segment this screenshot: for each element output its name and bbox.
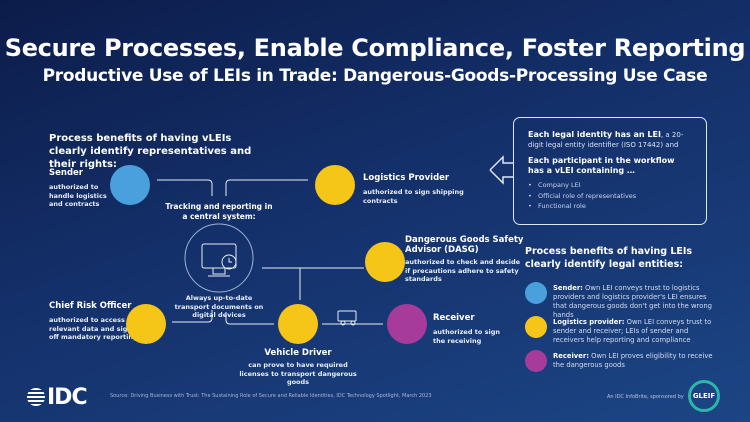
sender-dot bbox=[525, 282, 547, 304]
lei-info-box: Each legal identity has an LEI, a 20-dig… bbox=[513, 117, 707, 225]
left-heading: Process benefits of having vLEIs clearly… bbox=[49, 133, 252, 170]
list-item: • Company LEI bbox=[528, 181, 581, 189]
box-arrow-icon bbox=[489, 155, 513, 185]
page-title: Secure Processes, Enable Compliance, Fos… bbox=[4, 34, 746, 62]
central-system-caption: Always up-to-date transport documents on… bbox=[174, 294, 264, 319]
right-heading: Process benefits of having LEIs clearly … bbox=[525, 246, 693, 270]
cro-role: Chief Risk Officer authorized to access … bbox=[49, 301, 138, 341]
list-item: • Official role of representatives bbox=[528, 191, 637, 200]
monitor-icon bbox=[201, 243, 237, 269]
truck-icon bbox=[337, 310, 357, 322]
sender-icon bbox=[110, 165, 150, 205]
page-subtitle: Productive Use of LEIs in Trade: Dangero… bbox=[42, 66, 708, 86]
driver-icon bbox=[278, 304, 318, 344]
central-system-label: Tracking and reporting in a central syst… bbox=[165, 202, 273, 221]
idc-logo: IDC bbox=[27, 385, 88, 410]
clock-icon bbox=[221, 254, 237, 270]
driver-desc: can prove to have required licenses to t… bbox=[239, 361, 357, 386]
logistics-dot bbox=[525, 316, 547, 338]
sender-role: Sender authorized to handle logistics an… bbox=[49, 168, 107, 208]
idc-globe-icon bbox=[27, 388, 45, 406]
vlei-contents-list: • Company LEI • Official role of represe… bbox=[528, 180, 692, 212]
logistics-provider-icon bbox=[315, 165, 355, 205]
benefit-logistics: Logistics provider: Own LEI conveys trus… bbox=[553, 318, 712, 344]
driver-name: Vehicle Driver bbox=[264, 348, 332, 358]
receiver-icon bbox=[387, 304, 427, 344]
dasg-role: Dangerous Goods Safety Advisor (DASG) au… bbox=[405, 235, 524, 283]
source-note: Source: Driving Business with Trust: The… bbox=[110, 393, 432, 399]
logistics-role: Logistics Provider authorized to sign sh… bbox=[363, 173, 464, 205]
receiver-dot bbox=[525, 350, 547, 372]
cro-icon bbox=[126, 304, 166, 344]
list-item: • Functional role bbox=[528, 202, 586, 210]
arrow-central-driver bbox=[225, 312, 274, 325]
arrow-sender-central bbox=[157, 179, 213, 196]
arrow-central-logistics bbox=[225, 179, 308, 196]
receiver-role: Receiver authorized to sign the receivin… bbox=[433, 313, 500, 345]
gleif-logo: GLEIF bbox=[688, 380, 720, 412]
benefit-receiver: Receiver: Own LEI proves eligibility to … bbox=[553, 352, 713, 369]
arrow-central-cro bbox=[172, 310, 213, 323]
dasg-icon bbox=[365, 242, 405, 282]
sponsor-note: An IDC InfoBrite, sponsored by bbox=[607, 394, 684, 400]
central-system-circle bbox=[184, 223, 254, 293]
benefit-sender: Sender: Own LEI conveys trust to logisti… bbox=[553, 284, 712, 319]
